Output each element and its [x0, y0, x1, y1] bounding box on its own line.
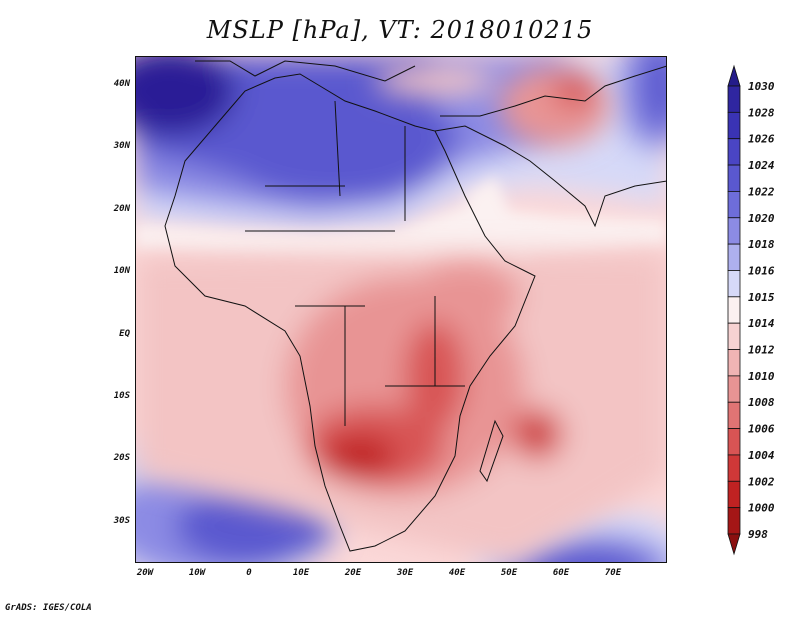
- colorbar-segment: [727, 296, 741, 324]
- colorbar-segment: [727, 480, 741, 509]
- x-tick-label: 70E: [604, 568, 622, 578]
- y-tick-label: 20N: [113, 204, 130, 214]
- colorbar-segment: [727, 85, 741, 113]
- x-tick-label: 10E: [292, 568, 310, 578]
- colorbar-segment: [727, 507, 741, 535]
- colorbar-level-label: 1000: [748, 502, 775, 515]
- colorbar-level-label: 1020: [748, 212, 775, 225]
- colorbar-segment: [727, 164, 741, 192]
- colorbar-segment: [727, 454, 741, 482]
- colorbar-segment: [727, 111, 741, 140]
- colorbar-level-label: 1022: [748, 185, 775, 198]
- colorbar-level-label: 1028: [748, 106, 775, 119]
- x-tick-label: 30E: [396, 568, 414, 578]
- colorbar-level-label: 1030: [748, 80, 775, 93]
- colorbar-level-label: 1008: [748, 396, 775, 409]
- coastlines: [164, 60, 667, 552]
- colorbar-level-label: 1024: [748, 159, 775, 172]
- x-tick-label: 40E: [448, 568, 466, 578]
- y-tick-label: 30N: [113, 141, 130, 151]
- y-tick-label: 20S: [113, 453, 130, 463]
- high-pressure-field: [135, 56, 667, 563]
- x-tick-label: 60E: [552, 568, 570, 578]
- colorbar-segment: [727, 322, 741, 350]
- y-tick-label: 10N: [113, 266, 130, 276]
- x-tick-label: 20W: [136, 568, 154, 578]
- colorbar-level-label: 1002: [748, 475, 775, 488]
- colorbar-segment: [727, 191, 741, 219]
- footer-credit: GrADS: IGES/COLA: [5, 603, 92, 613]
- y-tick-label: 10S: [113, 391, 130, 401]
- colorbar-level-label: 1014: [748, 317, 775, 330]
- x-tick-label: 20E: [344, 568, 362, 578]
- chart-title: MSLP [hPa], VT: 2018010215: [206, 16, 594, 44]
- colorbar-segment: [727, 217, 741, 245]
- colorbar-bottom-arrow: [727, 533, 741, 556]
- colorbar-segment: [727, 270, 741, 298]
- colorbar-segment: [727, 243, 741, 271]
- y-tick-label: EQ: [119, 329, 130, 339]
- colorbar-segment: [727, 401, 741, 429]
- colorbar-level-label: 1015: [748, 291, 775, 304]
- map-frame: [135, 56, 667, 563]
- x-tick-label: 50E: [500, 568, 518, 578]
- neutral-pressure-band: [135, 176, 667, 276]
- colorbar-level-label: 1016: [748, 264, 775, 277]
- colorbar-level-label: 1006: [748, 423, 775, 436]
- colorbar-level-label: 1026: [748, 133, 775, 146]
- colorbar-top-arrow: [727, 64, 741, 87]
- colorbar-segment: [727, 428, 741, 456]
- colorbar-level-label: 1010: [748, 370, 775, 383]
- colorbar-level-label: 1012: [748, 344, 775, 357]
- x-tick-label: 0: [246, 568, 252, 578]
- colorbar-segment: [727, 375, 741, 403]
- x-tick-label: 10W: [188, 568, 206, 578]
- colorbar: 1030 1028 1026 1024 1022 1020 1018 1016 1015 1014…: [727, 64, 775, 556]
- y-tick-label: 30S: [113, 516, 130, 526]
- mslp-map: [135, 56, 667, 563]
- colorbar-segment: [727, 138, 741, 166]
- colorbar-level-label: 1018: [748, 238, 775, 251]
- colorbar-level-label: 998: [748, 528, 768, 541]
- colorbar-level-label: 1004: [748, 449, 775, 462]
- y-tick-label: 40N: [113, 79, 130, 89]
- colorbar-segment: [727, 349, 741, 377]
